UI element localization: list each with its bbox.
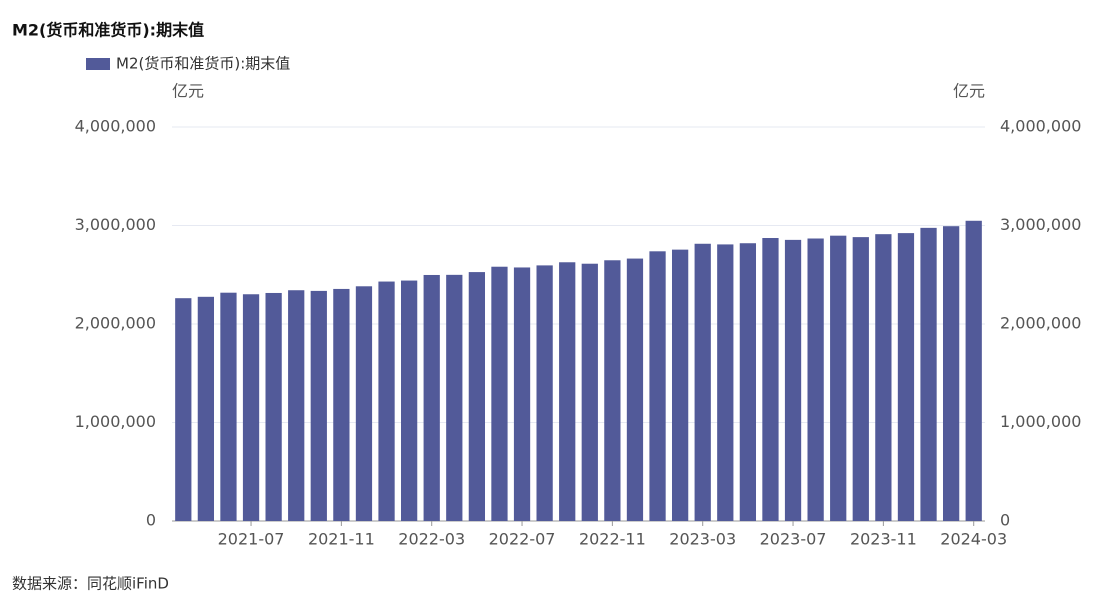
bar [649,251,666,521]
bar [197,296,215,521]
bar [242,294,260,521]
bar [265,292,282,521]
x-tick-label: 2022-03 [398,530,465,549]
x-tick-label: 2023-11 [850,530,917,549]
y-tick-label: 2,000,000 [75,314,156,333]
y2-tick-label: 3,000,000 [1000,215,1081,234]
bar [965,220,982,521]
bar [536,265,553,521]
bar [491,266,508,521]
bar [875,234,892,521]
bar [220,292,237,521]
y-axis-unit: 亿元 [172,82,204,101]
bar [604,260,621,521]
bar [175,298,192,521]
bar [446,274,463,521]
x-tick-label: 2023-07 [760,530,827,549]
bar [310,290,327,521]
bar [423,274,440,521]
bar [559,262,576,521]
bar [807,238,824,521]
chart-title: M2(货币和准货币):期末值 [12,21,204,40]
bar [513,267,531,521]
legend-label: M2(货币和准货币):期末值 [116,55,290,73]
bar [717,244,734,522]
y2-tick-label: 1,000,000 [1000,412,1081,431]
bar [694,243,711,521]
bar [378,281,395,521]
x-tick-label: 2022-07 [489,530,556,549]
y2-tick-label: 2,000,000 [1000,314,1081,333]
bar [830,235,847,521]
y2-axis-unit: 亿元 [953,82,985,101]
bar [468,272,486,521]
bar [626,258,644,521]
y-tick-label: 4,000,000 [75,117,156,136]
bar [333,288,350,521]
x-tick-label: 2021-11 [308,530,375,549]
bar [400,280,418,521]
bar [739,243,757,522]
x-tick-label: 2021-07 [218,530,285,549]
y-tick-label: 1,000,000 [75,412,156,431]
y2-tick-label: 0 [1000,511,1010,530]
x-tick-label: 2024-03 [940,530,1007,549]
bar [942,226,960,521]
bar [920,227,937,521]
x-tick-label: 2022-11 [579,530,646,549]
y2-tick-label: 4,000,000 [1000,117,1081,136]
bar [671,249,689,521]
bar [852,237,869,522]
bar [784,239,802,522]
y-tick-label: 0 [146,511,156,530]
y-tick-label: 3,000,000 [75,215,156,234]
legend-swatch [86,58,110,70]
bar [581,263,598,521]
bar [288,290,305,521]
bar [762,238,779,521]
bar [897,233,915,521]
source-note: 数据来源：同花顺iFinD [12,575,169,593]
x-tick-label: 2023-03 [669,530,736,549]
bar [355,286,373,521]
